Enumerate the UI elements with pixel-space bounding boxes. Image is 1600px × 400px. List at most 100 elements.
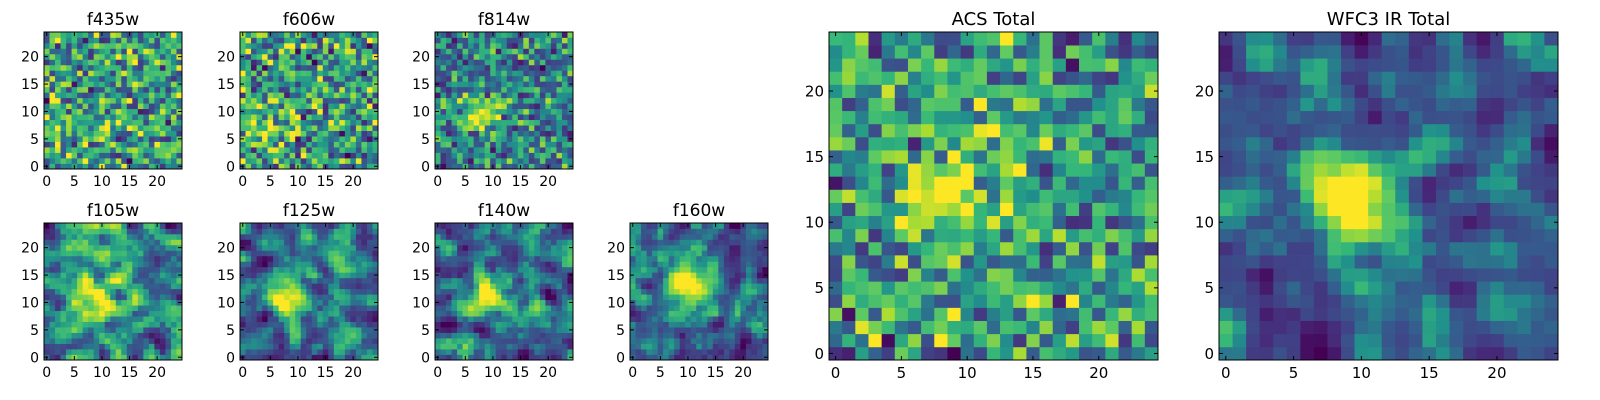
heatmap-cell	[176, 288, 183, 295]
heatmap-cell	[973, 163, 988, 177]
heatmap-cell	[734, 250, 741, 257]
heatmap-cell	[115, 81, 122, 88]
heatmap-cell	[262, 70, 268, 77]
heatmap-cell	[545, 228, 552, 235]
heatmap-cell	[88, 321, 95, 328]
heatmap-cell	[973, 176, 988, 190]
heatmap-cell	[99, 321, 106, 328]
heatmap-cell	[468, 53, 474, 60]
heatmap-cell	[646, 228, 653, 235]
heatmap-cell	[143, 75, 150, 82]
heatmap-cell	[284, 255, 291, 262]
heatmap-cell	[1144, 268, 1159, 282]
heatmap-cell	[512, 288, 519, 295]
heatmap-cell	[495, 75, 502, 82]
heatmap-cell	[126, 327, 133, 333]
heatmap-cell	[306, 103, 313, 110]
heatmap-cell	[685, 338, 692, 344]
heatmap-cell	[451, 32, 458, 38]
heatmap-cell	[355, 338, 362, 344]
heatmap-cell	[855, 189, 869, 203]
heatmap-cell	[679, 266, 686, 273]
heatmap-cell	[462, 255, 469, 262]
heatmap-cell	[273, 70, 279, 77]
heatmap-cell	[126, 305, 133, 312]
heatmap-cell	[273, 299, 279, 306]
heatmap-cell	[1131, 294, 1146, 308]
heatmap-cell	[550, 37, 557, 44]
heatmap-cell	[328, 272, 335, 279]
heatmap-cell	[339, 354, 346, 361]
x-tick-label: 20	[148, 174, 166, 190]
heatmap-cell	[1131, 255, 1146, 269]
heatmap-cell	[468, 349, 474, 355]
heatmap-cell	[973, 228, 988, 243]
heatmap-cell	[921, 189, 935, 203]
heatmap-cell	[561, 310, 568, 317]
heatmap-cell	[44, 266, 50, 273]
heatmap-cell	[512, 277, 519, 284]
heatmap-cell	[440, 37, 447, 44]
heatmap-cell	[473, 48, 480, 55]
heatmap-cell	[289, 327, 296, 333]
heatmap-cell	[355, 70, 362, 77]
heatmap-cell	[278, 228, 285, 235]
heatmap-cell	[468, 261, 474, 268]
heatmap-cell	[300, 305, 307, 312]
heatmap-cell	[907, 346, 922, 361]
heatmap-cell	[355, 59, 362, 66]
heatmap-cell	[273, 32, 279, 38]
heatmap-cell	[132, 48, 139, 55]
heatmap-cell	[366, 283, 373, 290]
heatmap-cell	[457, 255, 463, 262]
heatmap-cell	[322, 239, 329, 246]
heatmap-cell	[567, 261, 574, 268]
heatmap-cell	[66, 97, 72, 104]
heatmap-cell	[317, 119, 324, 126]
heatmap-cell	[355, 97, 362, 104]
heatmap-cell	[170, 338, 177, 344]
heatmap-cell	[82, 338, 89, 344]
heatmap-cell	[240, 255, 246, 262]
heatmap-cell	[641, 233, 647, 240]
heatmap-cell	[104, 119, 111, 126]
heatmap-cell	[311, 103, 318, 110]
heatmap-cell	[126, 42, 133, 49]
heatmap-cell	[506, 244, 513, 251]
heatmap-cell	[1144, 163, 1159, 177]
heatmap-cell	[159, 130, 166, 137]
heatmap-cell	[148, 48, 155, 55]
heatmap-cell	[473, 114, 480, 121]
heatmap-cell	[512, 125, 519, 131]
heatmap-cell	[986, 241, 1001, 256]
heatmap-cell	[154, 255, 161, 262]
heatmap-cell	[440, 228, 447, 235]
heatmap-cell	[110, 92, 117, 99]
heatmap-cell	[517, 53, 524, 60]
heatmap-cell	[451, 125, 458, 131]
heatmap-cell	[154, 272, 161, 279]
heatmap-cell	[567, 277, 574, 284]
heatmap-cell	[60, 299, 67, 306]
heatmap-cell	[350, 64, 357, 71]
heatmap-cell	[696, 277, 703, 284]
heatmap-cell	[99, 141, 106, 148]
heatmap-cell	[104, 294, 111, 301]
heatmap-cell	[674, 327, 681, 333]
heatmap-cell	[506, 130, 513, 137]
heatmap-cell	[479, 119, 486, 126]
heatmap-cell	[176, 42, 183, 49]
heatmap-cell	[707, 272, 714, 279]
heatmap-cell	[528, 81, 535, 88]
heatmap-cell	[93, 75, 100, 82]
heatmap-cell	[267, 108, 274, 115]
heatmap-cell	[344, 321, 351, 328]
heatmap-cell	[126, 59, 133, 66]
heatmap-cell	[262, 266, 268, 273]
heatmap-cell	[132, 152, 139, 159]
heatmap-cell	[1026, 202, 1040, 217]
heatmap-cell	[170, 327, 177, 333]
heatmap-cell	[99, 97, 106, 104]
heatmap-cell	[495, 86, 502, 93]
heatmap-cell	[60, 228, 67, 235]
